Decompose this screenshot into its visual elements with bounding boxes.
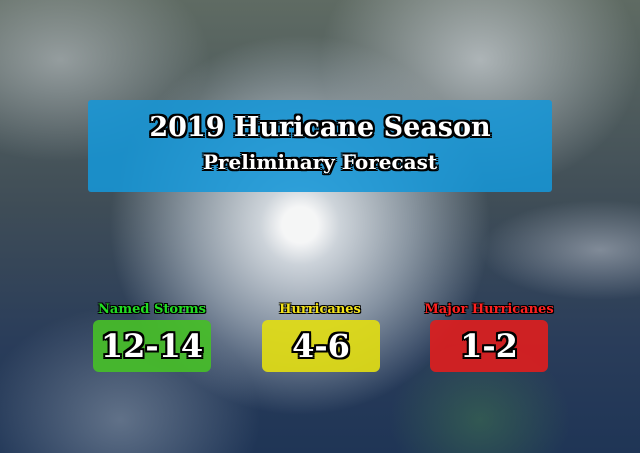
title-banner: 2019 Huricane Season Preliminary Forecas… (88, 100, 552, 192)
forecast-label: Named Storms (98, 302, 206, 317)
forecast-value: 12-14 (93, 320, 211, 372)
forecast-label: Major Hurricanes (424, 302, 554, 317)
forecast-value: 4-6 (262, 320, 380, 372)
forecast-label: Hurricanes (279, 302, 361, 317)
title: 2019 Huricane Season (149, 112, 491, 143)
forecast-value: 1-2 (430, 320, 548, 372)
subtitle: Preliminary Forecast (202, 150, 438, 174)
